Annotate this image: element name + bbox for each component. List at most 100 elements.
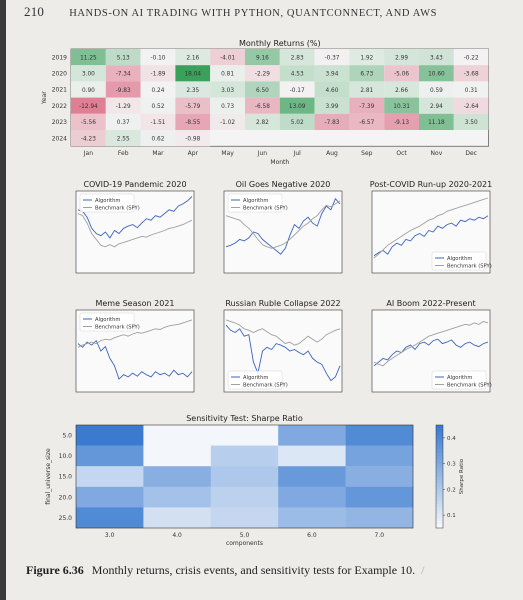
return-cell — [314, 81, 350, 98]
return-label: 0.62 — [152, 136, 165, 142]
universe-tick-label: 20.0 — [59, 494, 73, 501]
return-cell — [453, 113, 489, 130]
return-label: -2.29 — [255, 72, 270, 78]
return-label: -9.13 — [394, 120, 409, 126]
month-tick-label: Jul — [293, 150, 302, 157]
colorbar-segment — [436, 486, 443, 491]
return-cell — [105, 130, 141, 147]
return-cell — [71, 97, 106, 114]
figure-graphic: Monthly Returns (%) 11.25 5.13 -0.10 2.16 -4.… — [41, 39, 492, 547]
return-label: 10.60 — [428, 72, 445, 78]
return-label: 2.81 — [360, 88, 373, 94]
return-label: -7.83 — [325, 120, 340, 126]
return-cell — [210, 81, 245, 98]
return-cell — [105, 49, 141, 66]
return-label: 2.35 — [186, 88, 199, 94]
series-line — [77, 319, 193, 348]
colorbar-segment — [436, 476, 443, 481]
month-tick-label: Aug — [326, 150, 338, 157]
month-tick-label: Apr — [188, 150, 199, 157]
series-line — [225, 324, 341, 382]
universe-tick-label: 25.0 — [59, 515, 73, 522]
return-cell — [245, 97, 280, 114]
legend-label: Algorithm — [95, 317, 120, 323]
return-cell — [419, 49, 454, 66]
return-label: 18.04 — [184, 72, 201, 78]
return-label: 4.60 — [326, 88, 339, 94]
return-cell — [210, 49, 245, 66]
return-label: 0.52 — [152, 104, 165, 110]
colorbar-segment — [436, 455, 443, 460]
return-label: -7.34 — [116, 72, 131, 78]
month-tick-label: Sep — [361, 150, 373, 157]
return-cell — [314, 65, 350, 82]
colorbar-segment — [436, 428, 443, 433]
sensitivity-cell — [143, 425, 211, 446]
return-cell — [105, 113, 141, 130]
legend-label: Benchmark (SPY) — [95, 206, 140, 212]
year-tick-label: 2020 — [52, 71, 67, 78]
series-line — [77, 339, 193, 380]
caption-label: Figure 6.36 — [26, 563, 84, 577]
sensitivity-cell — [210, 425, 279, 446]
return-cell — [384, 97, 419, 114]
colorbar-segment — [436, 503, 443, 508]
sensitivity-cell — [143, 486, 211, 508]
sensitivity-cell — [345, 486, 414, 508]
return-cell — [279, 81, 315, 98]
return-cell — [419, 65, 454, 82]
colorbar-segment — [436, 466, 443, 470]
sensitivity-cell — [278, 445, 346, 467]
return-label: -0.10 — [151, 55, 166, 61]
return-cell — [175, 65, 211, 82]
sensitivity-cell — [76, 486, 144, 508]
return-label: -9.83 — [116, 88, 131, 94]
return-cell — [279, 49, 315, 66]
return-label: 0.90 — [82, 88, 95, 94]
legend-label: Algorithm — [447, 256, 472, 262]
colorbar-segment — [436, 483, 443, 488]
return-label: 3.99 — [326, 104, 339, 110]
return-cell — [210, 97, 245, 114]
sensitivity-cell — [143, 466, 211, 487]
month-tick-label: Oct — [396, 150, 407, 157]
return-label: 0.24 — [152, 88, 165, 94]
return-label: 3.50 — [465, 120, 478, 126]
colorbar-segment — [436, 459, 443, 464]
page-number: 210 — [24, 4, 45, 19]
return-label: 6.50 — [256, 88, 269, 94]
year-tick-label: 2019 — [52, 54, 67, 61]
return-label: -6.57 — [359, 120, 374, 126]
month-tick-label: Dec — [465, 150, 477, 157]
return-label: 0.31 — [465, 88, 478, 94]
return-cell — [245, 113, 280, 130]
return-cell — [349, 81, 385, 98]
legend-label: Algorithm — [243, 198, 268, 204]
running-title: HANDS-ON AI TRADING WITH PYTHON, QUANTCO… — [69, 8, 438, 19]
colorbar-segment — [436, 500, 443, 505]
return-label: 9.16 — [256, 55, 269, 61]
running-head: 210 HANDS-ON AI TRADING WITH PYTHON, QUA… — [24, 4, 514, 20]
return-cell — [71, 81, 106, 98]
return-cell — [314, 97, 350, 114]
sensitivity-xlabel: components — [226, 540, 263, 547]
colorbar-tick-label: 0.3 — [447, 462, 456, 468]
series-line — [77, 213, 193, 248]
return-cell — [384, 65, 419, 82]
return-cell — [245, 49, 280, 66]
legend-box — [431, 251, 487, 271]
return-label: -2.64 — [464, 104, 479, 110]
colorbar-tick-label: 0.2 — [447, 487, 456, 493]
colorbar-label: Sharpe Ratio — [459, 458, 465, 494]
components-tick-label: 7.0 — [375, 532, 385, 539]
legend-box — [227, 193, 283, 213]
legend-label: Algorithm — [243, 375, 268, 381]
month-tick-label: Nov — [431, 150, 443, 157]
return-cell — [175, 97, 211, 114]
return-cell — [419, 97, 454, 114]
return-cell — [349, 97, 385, 114]
month-tick-label: Jan — [83, 150, 93, 157]
return-cell — [140, 130, 176, 147]
return-cell — [105, 97, 141, 114]
sensitivity-cell — [210, 445, 279, 467]
